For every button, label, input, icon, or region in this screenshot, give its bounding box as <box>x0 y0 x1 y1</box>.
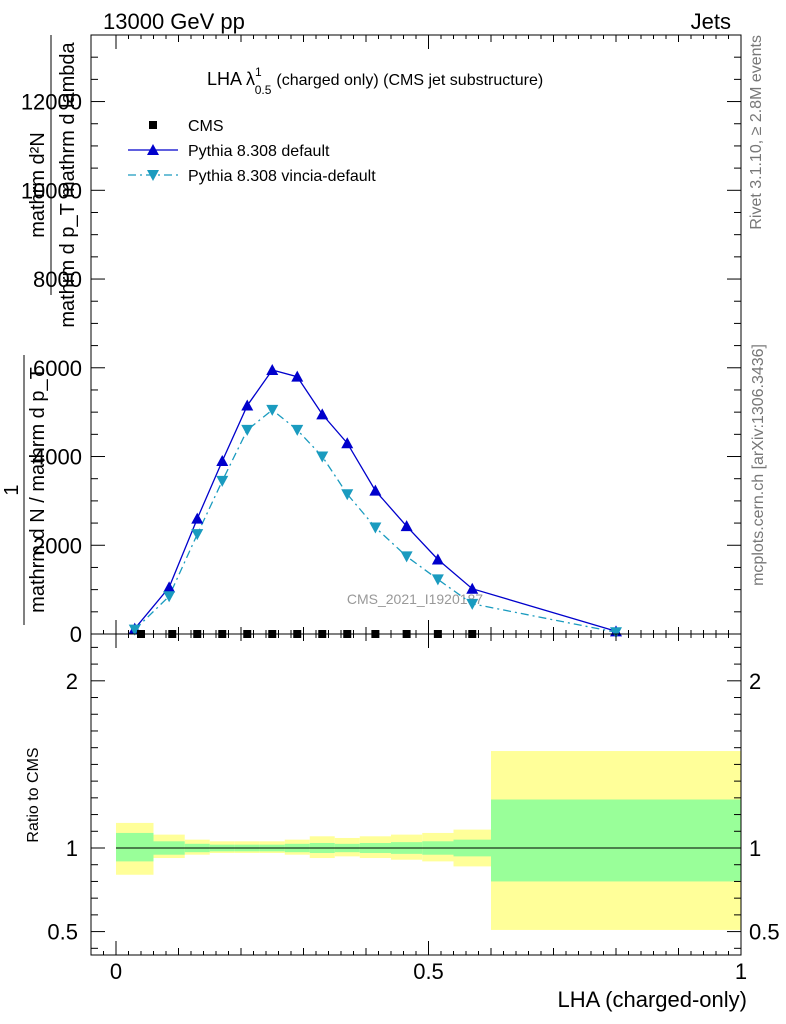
ratio-y-tick-label-left: 1 <box>66 836 78 861</box>
header-energy: 13000 GeV pp <box>103 9 245 34</box>
pythia-vincia-point <box>341 489 354 501</box>
pythia-vincia-point <box>316 451 329 463</box>
ylabel-prefix-denominator: mathrm d N / mathrm d p_T <box>27 367 49 613</box>
pythia-default-point <box>466 582 479 594</box>
mcplots-note: mcplots.cern.ch [arXiv:1306.3436] <box>750 344 767 586</box>
pythia-vincia-point <box>369 522 382 534</box>
legend-cms-label: CMS <box>188 118 224 135</box>
ratio-inner-band-13 <box>491 799 741 882</box>
pythia-default-point <box>291 370 304 382</box>
rivet-note: Rivet 3.1.10, ≥ 2.8M events <box>748 35 765 230</box>
main-y-label: mathrm d²N mathrm d p_T mathrm d lambda 1 m… <box>1 35 79 625</box>
ratio-inner-band-0 <box>116 832 154 862</box>
legend-default-marker <box>147 144 159 155</box>
x-axis-label: LHA (charged-only) <box>557 987 747 1012</box>
legend-vincia-label: Pythia 8.308 vincia-default <box>188 168 376 185</box>
pythia-default-point <box>431 553 444 565</box>
ratio-y-tick-label-right: 0.5 <box>749 920 780 945</box>
pythia-vincia-point <box>216 475 229 487</box>
x-tick-label: 1 <box>735 959 747 984</box>
y-tick-label: 2000 <box>33 533 82 558</box>
pythia-default-point <box>266 363 279 375</box>
ratio-panel: 0 0.5 10.5 0.51 12 2 <box>47 633 780 984</box>
pythia-default-line <box>134 369 617 632</box>
pythia-default-point <box>400 520 413 532</box>
analysis-watermark: CMS_2021_I1920187 <box>347 591 483 607</box>
ylabel-denominator: mathrm d p_T mathrm d lambda <box>57 41 79 327</box>
legend-default-label: Pythia 8.308 default <box>188 143 330 160</box>
pythia-vincia-point <box>191 529 204 541</box>
ratio-y-tick-label-left: 0.5 <box>47 920 78 945</box>
pythia-vincia-point <box>163 591 176 603</box>
y-tick-label: 8000 <box>33 267 82 292</box>
pythia-default-point <box>216 454 229 466</box>
main-panel: 020004000600080001000012000CMS_2021_I192… <box>21 34 742 647</box>
pythia-vincia-point <box>266 404 279 416</box>
pythia-vincia-point <box>400 551 413 563</box>
pythia-vincia-point <box>431 574 444 586</box>
header-jets: Jets <box>691 9 731 34</box>
pythia-vincia-point <box>610 627 622 639</box>
y-tick-label: 6000 <box>33 356 82 381</box>
pythia-vincia-point <box>128 624 141 636</box>
ratio-y-tick-label-left: 2 <box>66 669 78 694</box>
pythia-default-point <box>163 581 176 593</box>
y-tick-label: 4000 <box>33 445 82 470</box>
pythia-vincia-point <box>466 598 479 610</box>
ratio-y-tick-label-right: 2 <box>749 669 761 694</box>
x-tick-label: 0 <box>110 959 122 984</box>
pythia-default-point <box>241 399 254 411</box>
pythia-vincia-point <box>291 424 304 436</box>
plot-title: LHA λ1 0.5(charged only) (CMS jet substru… <box>207 65 543 97</box>
pythia-vincia-line <box>134 409 617 633</box>
pythia-vincia-point <box>241 424 254 436</box>
ratio-y-tick-label-right: 1 <box>749 836 761 861</box>
annotations: 13000 GeV pp Jets Rivet 3.1.10, ≥ 2.8M eve… <box>1 9 767 1012</box>
legend-cms-marker <box>149 121 157 129</box>
ylabel-numerator: mathrm d²N <box>27 132 49 238</box>
pythia-default-point <box>341 437 354 449</box>
y-tick-label: 0 <box>70 622 82 647</box>
ylabel-prefix: 1 <box>1 484 23 495</box>
pythia-default-point <box>369 484 382 496</box>
pythia-default-point <box>316 408 329 420</box>
legend-vincia-marker <box>147 170 159 181</box>
ratio-y-label: Ratio to CMS <box>25 747 42 842</box>
x-tick-label: 0.5 <box>413 959 444 984</box>
pythia-default-point <box>191 512 204 524</box>
